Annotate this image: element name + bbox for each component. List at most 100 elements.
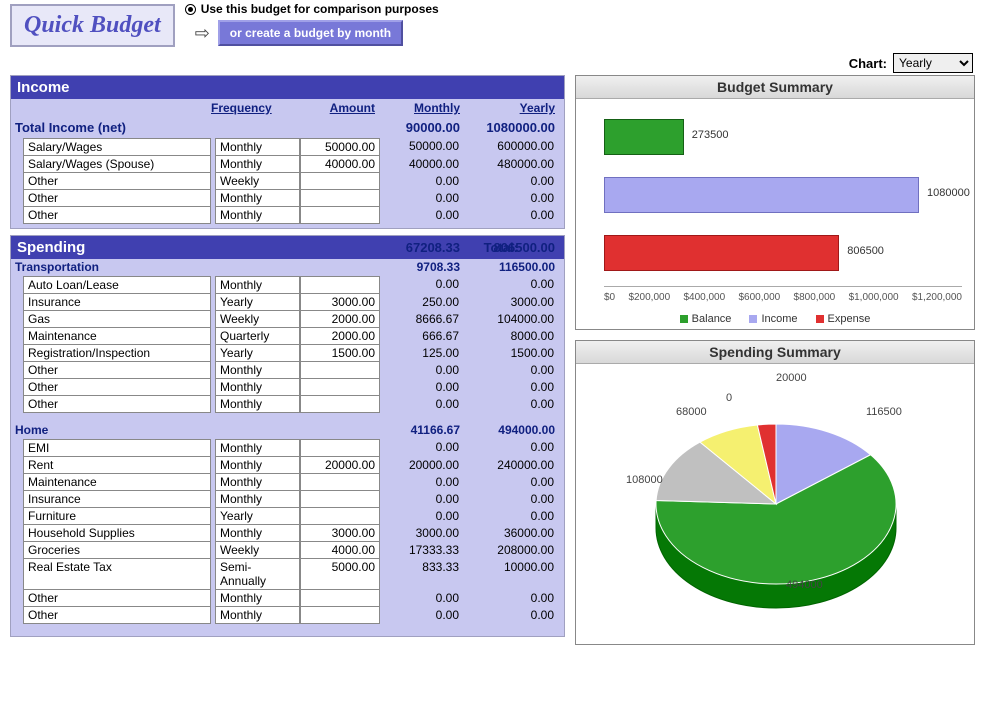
row-yearly: 480000.00: [465, 156, 560, 173]
row-frequency[interactable]: Monthly: [215, 379, 300, 396]
row-name[interactable]: Auto Loan/Lease: [23, 276, 211, 294]
row-frequency[interactable]: Monthly: [215, 474, 300, 491]
row-frequency[interactable]: Monthly: [215, 491, 300, 508]
row-name[interactable]: Furniture: [23, 508, 211, 525]
row-frequency[interactable]: Monthly: [215, 525, 300, 542]
row-name[interactable]: Salary/Wages (Spouse): [23, 156, 211, 173]
row-name[interactable]: Other: [23, 362, 211, 379]
row-name[interactable]: Maintenance: [23, 328, 211, 345]
row-name[interactable]: Other: [23, 173, 211, 190]
row-name[interactable]: Real Estate Tax: [23, 559, 211, 590]
row-monthly: 40000.00: [380, 156, 465, 173]
bar-1: [604, 177, 919, 213]
row-name[interactable]: Other: [23, 190, 211, 207]
row-amount[interactable]: 40000.00: [300, 156, 380, 173]
row-amount[interactable]: 2000.00: [300, 311, 380, 328]
row-amount[interactable]: 3000.00: [300, 294, 380, 311]
row-name[interactable]: Gas: [23, 311, 211, 328]
row-frequency[interactable]: Yearly: [215, 345, 300, 362]
row-name[interactable]: Other: [23, 207, 211, 224]
row-yearly: 0.00: [465, 474, 560, 491]
row-name[interactable]: Registration/Inspection: [23, 345, 211, 362]
spending-total-yearly: 806500.00: [466, 240, 561, 255]
row-frequency[interactable]: Monthly: [215, 607, 300, 624]
budget-chart-title: Budget Summary: [576, 76, 974, 99]
row-name[interactable]: Other: [23, 379, 211, 396]
row-name[interactable]: EMI: [23, 439, 211, 457]
comparison-radio-row[interactable]: Use this budget for comparison purposes: [185, 2, 439, 16]
row-frequency[interactable]: Monthly: [215, 439, 300, 457]
x-tick: $800,000: [794, 292, 836, 303]
row-name[interactable]: Insurance: [23, 491, 211, 508]
row-name[interactable]: Rent: [23, 457, 211, 474]
row-monthly: 0.00: [380, 379, 465, 396]
row-frequency[interactable]: Monthly: [215, 190, 300, 207]
row-amount[interactable]: [300, 590, 380, 607]
row-monthly: 0.00: [380, 439, 465, 457]
row-frequency[interactable]: Weekly: [215, 542, 300, 559]
row-amount[interactable]: [300, 508, 380, 525]
row-amount[interactable]: 1500.00: [300, 345, 380, 362]
spending-panel: Spending Total: 67208.33 806500.00 Trans…: [10, 235, 565, 637]
col-monthly: Monthly: [381, 101, 466, 115]
row-frequency[interactable]: Yearly: [215, 294, 300, 311]
row-amount[interactable]: [300, 173, 380, 190]
row-frequency[interactable]: Yearly: [215, 508, 300, 525]
row-yearly: 0.00: [465, 607, 560, 624]
table-row: Insurance Yearly 3000.00 250.00 3000.00: [11, 294, 564, 311]
row-amount[interactable]: [300, 190, 380, 207]
row-frequency[interactable]: Monthly: [215, 276, 300, 294]
row-frequency[interactable]: Quarterly: [215, 328, 300, 345]
row-amount[interactable]: [300, 439, 380, 457]
row-name[interactable]: Household Supplies: [23, 525, 211, 542]
row-frequency[interactable]: Semi-Annually: [215, 559, 300, 590]
row-frequency[interactable]: Monthly: [215, 156, 300, 173]
row-amount[interactable]: [300, 207, 380, 224]
row-name[interactable]: Other: [23, 590, 211, 607]
row-amount[interactable]: [300, 362, 380, 379]
row-amount[interactable]: 2000.00: [300, 328, 380, 345]
row-amount[interactable]: [300, 491, 380, 508]
pie-label: 20000: [776, 372, 807, 384]
row-yearly: 0.00: [465, 190, 560, 207]
row-amount[interactable]: 4000.00: [300, 542, 380, 559]
app-title-box: Quick Budget: [10, 4, 175, 47]
row-frequency[interactable]: Monthly: [215, 457, 300, 474]
pie-label: 494000: [786, 579, 823, 591]
row-amount[interactable]: [300, 607, 380, 624]
row-yearly: 0.00: [465, 362, 560, 379]
row-amount[interactable]: 5000.00: [300, 559, 380, 590]
row-yearly: 36000.00: [465, 525, 560, 542]
row-amount[interactable]: [300, 474, 380, 491]
row-name[interactable]: Insurance: [23, 294, 211, 311]
income-panel: Income Frequency Amount Monthly Yearly T…: [10, 75, 565, 229]
legend-item: Balance: [680, 313, 732, 325]
row-frequency[interactable]: Weekly: [215, 173, 300, 190]
table-row: Other Weekly 0.00 0.00: [11, 173, 564, 190]
income-total-label: Total Income (net): [11, 120, 211, 135]
chart-period-select[interactable]: YearlyMonthly: [893, 53, 973, 73]
create-budget-by-month-button[interactable]: or create a budget by month: [218, 20, 403, 46]
row-frequency[interactable]: Monthly: [215, 590, 300, 607]
row-frequency[interactable]: Monthly: [215, 362, 300, 379]
spending-summary-chart: Spending Summary 20000068000116500108000…: [575, 340, 975, 645]
row-amount[interactable]: 3000.00: [300, 525, 380, 542]
row-amount[interactable]: [300, 276, 380, 294]
row-amount[interactable]: [300, 396, 380, 413]
row-frequency[interactable]: Monthly: [215, 138, 300, 156]
row-yearly: 0.00: [465, 439, 560, 457]
row-name[interactable]: Other: [23, 396, 211, 413]
row-frequency[interactable]: Monthly: [215, 207, 300, 224]
row-yearly: 1500.00: [465, 345, 560, 362]
row-name[interactable]: Groceries: [23, 542, 211, 559]
row-amount[interactable]: 20000.00: [300, 457, 380, 474]
row-frequency[interactable]: Weekly: [215, 311, 300, 328]
row-name[interactable]: Other: [23, 607, 211, 624]
col-yearly: Yearly: [466, 101, 561, 115]
row-amount[interactable]: [300, 379, 380, 396]
row-name[interactable]: Salary/Wages: [23, 138, 211, 156]
row-frequency[interactable]: Monthly: [215, 396, 300, 413]
row-name[interactable]: Maintenance: [23, 474, 211, 491]
row-amount[interactable]: 50000.00: [300, 138, 380, 156]
legend-item: Expense: [816, 313, 871, 325]
